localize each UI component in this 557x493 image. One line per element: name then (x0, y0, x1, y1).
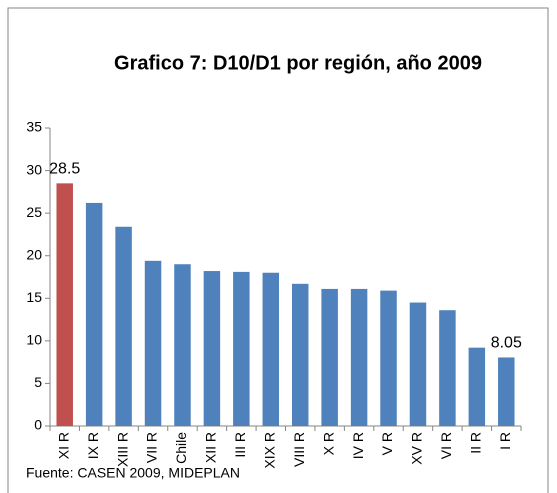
chart-title: Grafico 7: D10/D1 por región, año 2009 (114, 52, 482, 74)
bar (85, 202, 103, 426)
x-tick-label: V R (379, 432, 395, 455)
x-tick-label: XIX R (261, 432, 277, 469)
data-label: 8.05 (491, 335, 522, 352)
bar (321, 288, 338, 426)
y-tick-label: 10 (26, 332, 42, 348)
y-tick-label: 5 (34, 374, 42, 390)
x-tick-label: II R (468, 432, 484, 454)
y-tick-label: 20 (26, 246, 42, 262)
bar (262, 272, 280, 426)
x-tick-label: XIII R (114, 432, 130, 467)
x-tick-label: III R (232, 432, 248, 458)
bar (56, 183, 73, 426)
bar (144, 260, 162, 426)
x-tick-label: XII R (203, 432, 219, 463)
chart-border (7, 7, 549, 493)
x-tick-label: XV R (409, 432, 425, 465)
x-tick-label: Chile (173, 432, 189, 464)
bar (498, 357, 515, 426)
x-tick-label: VI R (438, 432, 454, 459)
y-tick-label: 30 (26, 161, 42, 177)
bar (468, 347, 486, 426)
x-tick-label: XI R (55, 432, 71, 459)
data-label: 28.5 (49, 161, 80, 178)
bar (439, 310, 456, 426)
x-tick-label: IX R (85, 432, 101, 459)
bar (291, 283, 309, 426)
x-tick-label: I R (497, 432, 513, 450)
x-tick-label: X R (320, 432, 336, 455)
bar (203, 271, 221, 426)
bar (409, 302, 427, 426)
bar (115, 226, 132, 426)
y-tick-label: 35 (26, 119, 42, 135)
y-tick-label: 25 (26, 204, 42, 220)
bar (174, 264, 191, 426)
footnote: Fuente: CASEN 2009, MIDEPLAN (26, 465, 240, 481)
x-tick-label: IV R (350, 432, 366, 459)
y-tick-label: 0 (34, 417, 42, 433)
bar (350, 288, 368, 426)
bar (233, 271, 250, 426)
x-tick-label: VIII R (291, 432, 307, 467)
bar (380, 290, 397, 426)
x-tick-label: VII R (144, 432, 160, 463)
y-tick-label: 15 (26, 289, 42, 305)
